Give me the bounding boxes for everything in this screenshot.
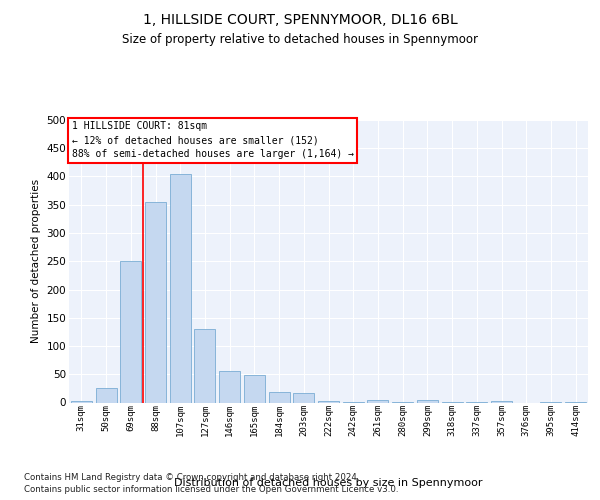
- Text: Contains public sector information licensed under the Open Government Licence v3: Contains public sector information licen…: [24, 485, 398, 494]
- Bar: [367, 400, 388, 402]
- Bar: [170, 174, 191, 402]
- Y-axis label: Number of detached properties: Number of detached properties: [31, 179, 41, 344]
- Bar: [244, 376, 265, 402]
- Bar: [219, 372, 240, 402]
- Text: 1, HILLSIDE COURT, SPENNYMOOR, DL16 6BL: 1, HILLSIDE COURT, SPENNYMOOR, DL16 6BL: [143, 12, 457, 26]
- Text: Size of property relative to detached houses in Spennymoor: Size of property relative to detached ho…: [122, 32, 478, 46]
- Bar: [269, 392, 290, 402]
- Bar: [120, 261, 141, 402]
- Text: Contains HM Land Registry data © Crown copyright and database right 2024.: Contains HM Land Registry data © Crown c…: [24, 472, 359, 482]
- Bar: [145, 202, 166, 402]
- Bar: [194, 329, 215, 402]
- Bar: [417, 400, 438, 402]
- Bar: [293, 394, 314, 402]
- Bar: [95, 388, 116, 402]
- X-axis label: Distribution of detached houses by size in Spennymoor: Distribution of detached houses by size …: [174, 478, 483, 488]
- Text: 1 HILLSIDE COURT: 81sqm
← 12% of detached houses are smaller (152)
88% of semi-d: 1 HILLSIDE COURT: 81sqm ← 12% of detache…: [71, 122, 353, 160]
